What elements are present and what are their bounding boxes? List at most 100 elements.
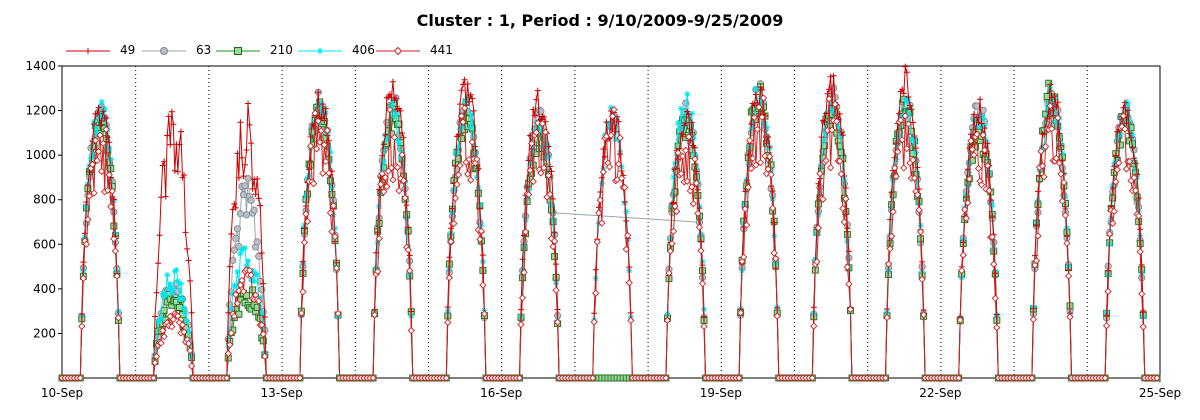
data-point	[675, 120, 682, 127]
data-point	[457, 125, 464, 132]
data-point	[903, 98, 910, 105]
data-point	[898, 136, 906, 144]
y-tick-label: 1000	[25, 148, 56, 162]
data-point	[445, 274, 453, 282]
data-point	[1051, 93, 1058, 100]
data-point	[149, 374, 158, 382]
data-point	[156, 232, 163, 239]
data-point	[671, 188, 679, 196]
data-point	[158, 194, 165, 201]
data-point	[624, 231, 632, 240]
data-point	[322, 157, 330, 166]
data-point	[771, 219, 778, 226]
data-point	[958, 266, 966, 275]
data-point	[369, 374, 377, 382]
data-point	[299, 258, 306, 265]
data-point	[763, 124, 770, 131]
data-point	[329, 202, 338, 210]
data-point	[90, 143, 98, 151]
data-point	[407, 326, 415, 335]
data-point	[113, 272, 121, 280]
data-point	[894, 137, 901, 144]
data-point	[98, 98, 105, 105]
data-point	[517, 320, 525, 329]
x-tick-label: 22-Sep	[919, 386, 961, 400]
data-point	[529, 177, 537, 186]
data-point	[377, 180, 385, 188]
data-point	[458, 135, 465, 143]
data-point	[235, 174, 242, 181]
data-point	[889, 208, 897, 216]
data-point	[106, 139, 113, 146]
data-point	[178, 321, 187, 329]
data-point	[622, 245, 630, 253]
data-point	[830, 72, 837, 79]
data-point	[979, 106, 987, 114]
data-point	[672, 207, 681, 215]
data-point	[599, 168, 608, 176]
data-point	[323, 126, 331, 135]
data-point	[334, 309, 342, 318]
data-point	[769, 188, 776, 195]
x-tick-label: 10-Sep	[41, 386, 83, 400]
data-point	[458, 87, 465, 94]
data-point	[688, 119, 695, 126]
data-point	[314, 117, 322, 125]
data-point	[545, 143, 552, 150]
data-point	[542, 155, 549, 162]
data-point	[765, 152, 774, 161]
data-point	[894, 148, 902, 156]
data-point	[672, 166, 679, 173]
data-point	[759, 94, 768, 102]
data-point	[1121, 99, 1128, 106]
data-point	[916, 186, 923, 193]
data-point	[159, 326, 167, 335]
data-point	[666, 247, 675, 255]
x-tick-label: 19-Sep	[700, 386, 742, 400]
data-point	[540, 114, 547, 121]
data-point	[955, 374, 963, 382]
data-point	[479, 252, 486, 259]
data-point	[906, 110, 913, 117]
legend-label: 441	[430, 43, 453, 57]
data-point	[380, 141, 387, 148]
data-point	[181, 172, 187, 179]
data-point	[160, 333, 168, 341]
data-point	[1102, 322, 1111, 330]
data-point	[475, 165, 482, 172]
data-point	[688, 183, 696, 191]
data-point	[453, 149, 460, 156]
data-point	[836, 110, 843, 117]
data-point	[1130, 173, 1138, 182]
data-point	[151, 359, 159, 367]
data-point	[617, 151, 624, 158]
y-tick-label: 1200	[25, 104, 56, 118]
data-point	[900, 90, 907, 97]
data-point	[691, 155, 699, 163]
data-point	[827, 104, 834, 111]
data-point	[993, 323, 1001, 332]
data-point	[161, 158, 168, 165]
data-point	[242, 245, 248, 252]
data-point	[685, 133, 693, 141]
data-point	[1137, 226, 1144, 233]
data-point	[1121, 125, 1129, 133]
data-point	[887, 216, 894, 223]
data-point	[250, 206, 258, 214]
data-point	[896, 110, 903, 117]
data-point	[380, 188, 388, 196]
data-point	[383, 182, 391, 191]
data-point	[317, 127, 325, 135]
data-point	[168, 290, 175, 297]
data-point	[752, 85, 759, 92]
data-point	[153, 289, 160, 296]
data-point	[900, 164, 908, 172]
data-point	[260, 280, 267, 287]
data-point	[477, 227, 486, 235]
data-point	[1108, 215, 1115, 222]
data-point	[528, 139, 536, 148]
data-point	[993, 311, 1000, 318]
data-point	[319, 169, 327, 177]
data-point	[1125, 157, 1134, 166]
data-point	[177, 128, 184, 135]
